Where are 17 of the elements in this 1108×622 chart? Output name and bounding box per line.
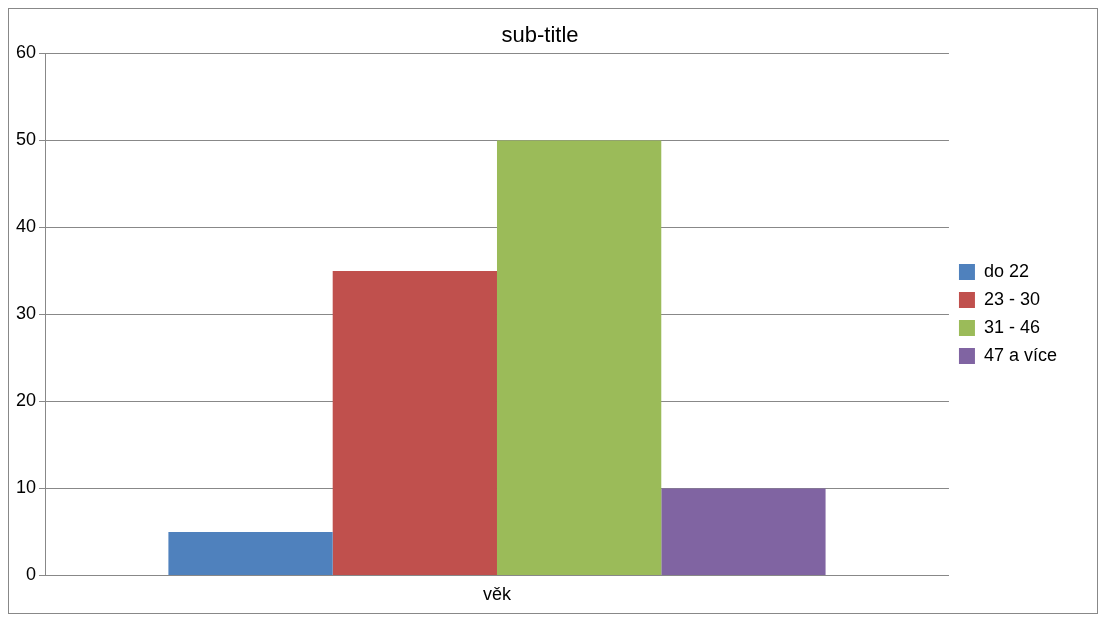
legend-label: do 22 <box>983 260 1029 281</box>
bar <box>332 270 497 575</box>
bar <box>496 140 662 575</box>
legend-label: 31 - 46 <box>983 316 1040 337</box>
legend-label: 47 a více <box>983 344 1057 365</box>
legend-label: 23 - 30 <box>983 288 1040 309</box>
y-tick-label: 20 <box>15 390 37 411</box>
y-tick-label: 30 <box>15 303 37 324</box>
bar <box>661 488 826 575</box>
y-tick-label: 0 <box>26 564 37 585</box>
y-tick-label: 40 <box>15 216 37 237</box>
chart-title: sub-title <box>501 22 579 48</box>
y-tick-label: 10 <box>15 477 37 498</box>
y-tick-label: 50 <box>15 129 37 150</box>
x-tick-label: věk <box>482 584 512 605</box>
bar <box>168 531 333 575</box>
y-tick-label: 60 <box>15 42 37 63</box>
